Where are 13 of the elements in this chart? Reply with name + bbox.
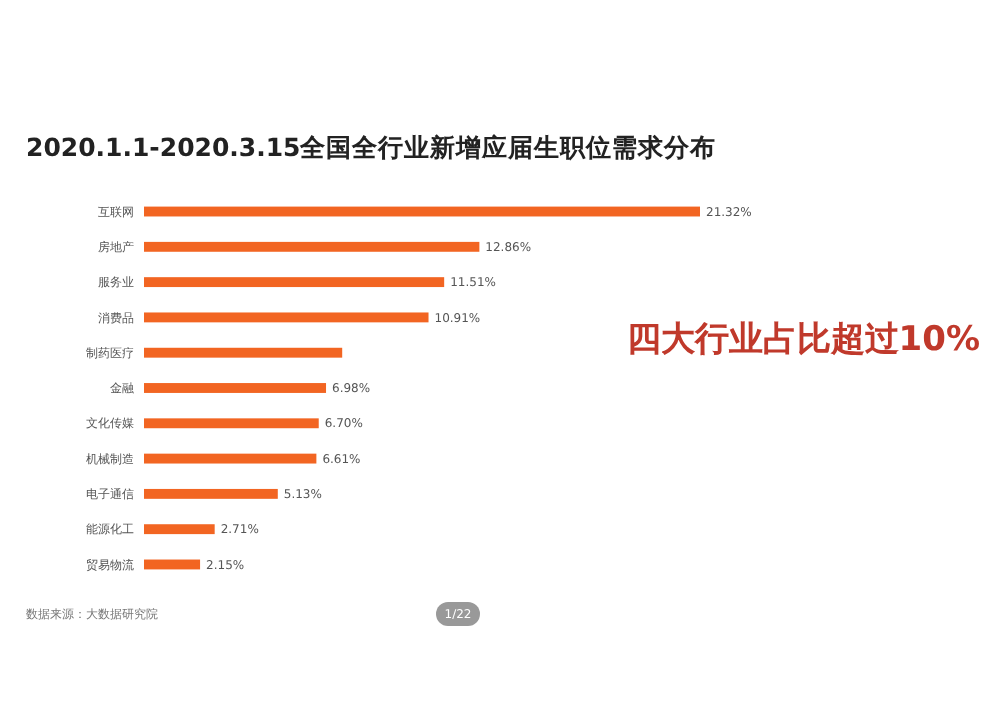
bar (144, 312, 429, 323)
bar (144, 383, 327, 393)
bar (144, 559, 201, 570)
bar (144, 241, 480, 252)
bar (144, 206, 700, 217)
bar (144, 453, 317, 464)
annotation: 四大行业占比超过10% (626, 320, 980, 360)
chart-title: 2020.1.1-2020.3.15全国全行业新增应届生职位需求分布 (26, 132, 717, 162)
bar (144, 524, 215, 535)
bar (144, 488, 278, 499)
bar (144, 277, 445, 288)
bar (144, 418, 319, 429)
bar (144, 347, 343, 358)
